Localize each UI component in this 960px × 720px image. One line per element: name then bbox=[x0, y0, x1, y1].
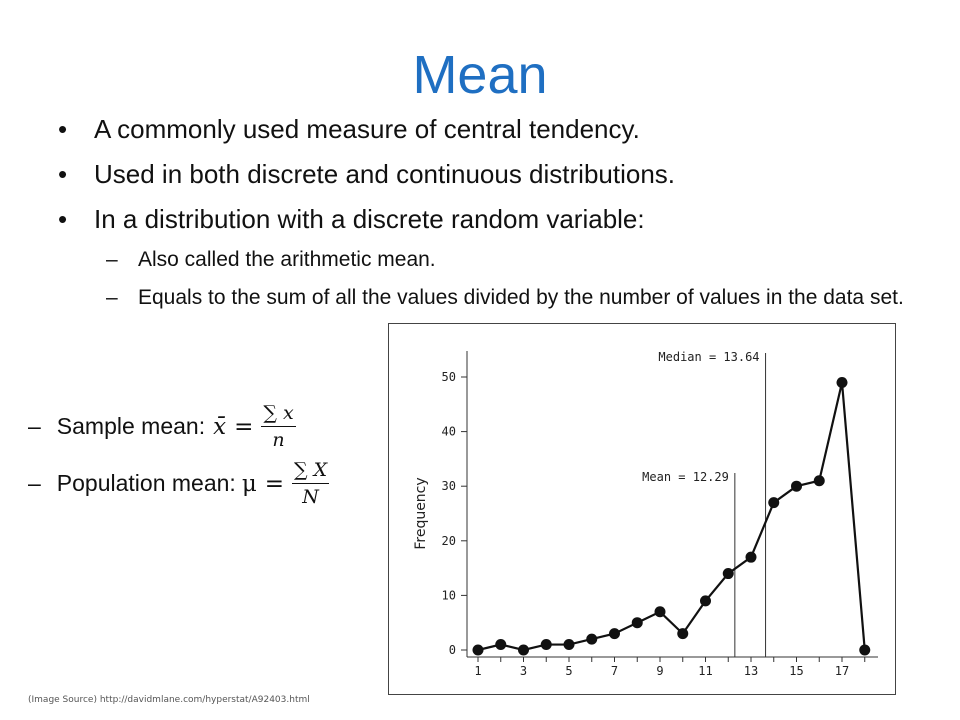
bullet-marker: • bbox=[58, 114, 68, 144]
x-tick-label: 1 bbox=[474, 664, 481, 678]
data-point bbox=[700, 595, 711, 607]
sub-bullet-list: – Also called the arithmetic mean. – Equ… bbox=[56, 243, 916, 315]
population-mean-fraction: ∑ X N bbox=[292, 459, 330, 508]
bullet-list: • A commonly used measure of central ten… bbox=[56, 112, 916, 315]
sub-bullet-item: – Also called the arithmetic mean. bbox=[56, 243, 916, 277]
data-point bbox=[472, 644, 484, 656]
x-tick-label: 11 bbox=[698, 664, 712, 678]
data-point bbox=[722, 568, 734, 580]
sub-bullet-item: – Equals to the sum of all the values di… bbox=[56, 281, 916, 315]
data-point bbox=[609, 628, 620, 640]
population-mean-formula: – Population mean: μ = ∑ X N bbox=[28, 459, 330, 508]
equals-sign: = bbox=[234, 413, 254, 440]
data-point bbox=[540, 639, 552, 651]
y-tick-label: 0 bbox=[449, 643, 456, 657]
data-point bbox=[563, 639, 575, 651]
annotation-label: Mean = 12.29 bbox=[642, 470, 729, 484]
bullet-item: • In a distribution with a discrete rand… bbox=[56, 202, 916, 236]
data-point bbox=[654, 606, 666, 618]
sample-mean-symbol: x̄ bbox=[213, 413, 227, 440]
x-tick-label: 9 bbox=[656, 664, 663, 678]
y-tick-label: 30 bbox=[442, 479, 456, 493]
data-point bbox=[836, 376, 848, 388]
data-point bbox=[745, 551, 757, 563]
x-tick-label: 3 bbox=[520, 664, 527, 678]
bullet-item: • Used in both discrete and continuous d… bbox=[56, 157, 916, 191]
sample-mean-label: Sample mean: bbox=[56, 413, 206, 439]
dash-marker: – bbox=[106, 286, 118, 309]
y-axis-label: Frequency bbox=[413, 477, 429, 549]
x-tick-label: 7 bbox=[611, 664, 618, 678]
data-point bbox=[677, 628, 689, 640]
image-source-caption: (Image Source) http://davidmlane.com/hyp… bbox=[28, 695, 310, 705]
data-point bbox=[859, 644, 871, 656]
fraction-numerator: ∑ X bbox=[292, 459, 330, 484]
x-tick-label: 15 bbox=[789, 664, 803, 678]
population-mean-label: Population mean: bbox=[56, 470, 236, 496]
sample-mean-fraction: ∑ x n bbox=[261, 402, 296, 451]
x-tick-label: 13 bbox=[744, 664, 758, 678]
data-point bbox=[813, 475, 825, 487]
y-tick-label: 50 bbox=[442, 370, 456, 384]
fraction-numerator: ∑ x bbox=[261, 402, 296, 427]
bullet-marker: • bbox=[58, 204, 68, 234]
chart-frame bbox=[388, 323, 896, 695]
fraction-denominator: n bbox=[272, 429, 285, 451]
annotation-label: Median = 13.64 bbox=[658, 350, 759, 364]
dash-marker: – bbox=[106, 248, 118, 271]
sub-bullet-text: Also called the arithmetic mean. bbox=[138, 248, 436, 271]
bullet-text: A commonly used measure of central tende… bbox=[94, 114, 640, 144]
y-tick-label: 10 bbox=[442, 588, 456, 602]
data-point bbox=[586, 633, 598, 645]
fraction-denominator: N bbox=[302, 486, 319, 508]
data-point bbox=[768, 497, 780, 509]
bullet-item: • A commonly used measure of central ten… bbox=[56, 112, 916, 146]
data-point bbox=[631, 617, 643, 629]
x-tick-label: 17 bbox=[835, 664, 849, 678]
data-point bbox=[518, 644, 529, 656]
equals-sign: = bbox=[264, 470, 285, 497]
bullet-marker: • bbox=[58, 159, 68, 189]
slide-title: Mean bbox=[412, 45, 548, 105]
x-tick-label: 5 bbox=[565, 664, 572, 678]
data-point bbox=[791, 480, 802, 492]
sample-mean-formula: – Sample mean: x̄ = ∑ x n bbox=[28, 402, 296, 451]
dash-marker: – bbox=[28, 413, 41, 439]
population-mean-symbol: μ bbox=[241, 470, 257, 497]
dash-marker: – bbox=[28, 470, 41, 496]
y-tick-label: 40 bbox=[442, 425, 456, 439]
data-point bbox=[495, 639, 507, 651]
y-tick-label: 20 bbox=[442, 534, 456, 548]
sub-bullet-text: Equals to the sum of all the values divi… bbox=[138, 286, 904, 309]
bullet-text: In a distribution with a discrete random… bbox=[94, 204, 645, 234]
bullet-text: Used in both discrete and continuous dis… bbox=[94, 159, 676, 189]
